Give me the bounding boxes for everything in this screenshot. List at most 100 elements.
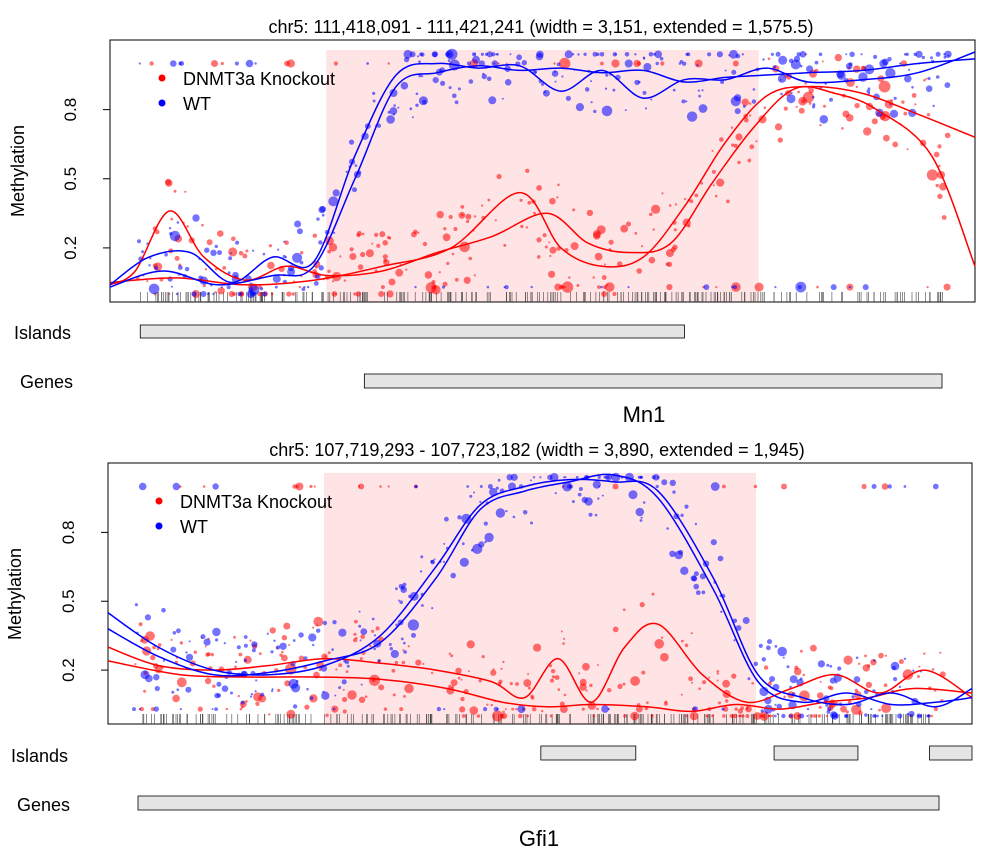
methylation-panel-mn1: 0.2 0.5 0.8 chr5: 111,418,091 - 111,421,241… (8, 17, 976, 427)
data-point (383, 707, 388, 711)
data-point (819, 680, 822, 683)
data-point (588, 512, 593, 517)
data-point (592, 276, 595, 279)
data-point (358, 696, 366, 703)
data-point (887, 484, 892, 489)
data-point (568, 276, 571, 279)
genes-track-label: Genes (17, 795, 70, 815)
data-point (669, 550, 676, 557)
data-point (878, 80, 891, 93)
data-point (341, 679, 347, 685)
data-point (684, 643, 689, 648)
data-point (243, 635, 248, 639)
data-point (741, 714, 745, 718)
data-point (292, 704, 298, 709)
data-point (717, 555, 724, 562)
data-point (690, 632, 693, 635)
data-point (455, 667, 462, 674)
data-point (668, 204, 672, 207)
data-point (138, 622, 143, 627)
data-point (536, 237, 542, 243)
data-point (563, 693, 567, 697)
data-point (371, 629, 375, 633)
data-point (530, 521, 533, 525)
y-tick-label: 0.2 (59, 658, 78, 682)
data-point (466, 61, 471, 66)
data-point (168, 227, 172, 230)
data-point (650, 714, 654, 718)
data-point (484, 540, 487, 544)
data-point (536, 255, 541, 259)
data-point (306, 687, 309, 691)
data-point (483, 707, 488, 712)
data-point (283, 622, 291, 630)
data-point (849, 51, 855, 57)
data-point (575, 475, 579, 479)
data-point (648, 52, 654, 57)
data-point (411, 632, 416, 638)
data-point (904, 74, 912, 83)
data-point (867, 92, 871, 95)
data-point (238, 250, 244, 256)
data-point (448, 53, 451, 56)
data-point (339, 255, 342, 258)
data-point (300, 251, 304, 255)
data-point (503, 243, 507, 247)
data-point (854, 688, 859, 693)
data-point (769, 676, 776, 682)
data-point (691, 681, 694, 684)
data-point (238, 652, 243, 657)
data-point (496, 707, 499, 711)
data-points-wt (132, 472, 939, 720)
data-point (335, 668, 338, 671)
data-point (360, 251, 366, 258)
data-point (601, 275, 607, 280)
data-point (496, 173, 502, 180)
data-point (864, 713, 868, 717)
data-point (391, 668, 396, 673)
data-point (245, 59, 254, 68)
data-point (227, 271, 231, 275)
data-point (171, 690, 175, 694)
data-point (376, 243, 381, 248)
data-point (386, 290, 394, 298)
data-point (589, 683, 593, 688)
plot-frame (109, 39, 976, 303)
legend-marker-knockout (158, 74, 166, 82)
gene-name-label: Mn1 (623, 402, 666, 427)
data-point (593, 232, 601, 240)
data-point (228, 291, 235, 297)
data-point (399, 600, 404, 604)
data-point (359, 639, 362, 642)
data-point (353, 637, 358, 643)
data-point (827, 707, 832, 712)
data-point (548, 241, 551, 244)
data-point (206, 652, 211, 657)
data-point (202, 284, 206, 288)
data-point (578, 487, 583, 491)
data-point (858, 662, 861, 665)
data-point (594, 252, 603, 261)
data-point (554, 283, 562, 291)
data-point (288, 644, 291, 646)
data-point (204, 268, 208, 271)
data-point (530, 694, 534, 698)
data-point (867, 87, 871, 91)
data-point (600, 61, 604, 66)
data-point (342, 709, 347, 714)
data-point (891, 666, 896, 670)
data-point (935, 183, 939, 188)
data-point (457, 515, 462, 520)
data-point (403, 695, 406, 698)
data-point (872, 714, 876, 718)
data-point (422, 241, 428, 247)
data-point (383, 258, 387, 263)
data-point (761, 657, 766, 662)
data-point (220, 286, 223, 289)
data-point (774, 645, 778, 648)
data-point (281, 654, 288, 662)
data-point (376, 123, 382, 128)
data-point (774, 714, 777, 718)
data-point (519, 198, 523, 202)
